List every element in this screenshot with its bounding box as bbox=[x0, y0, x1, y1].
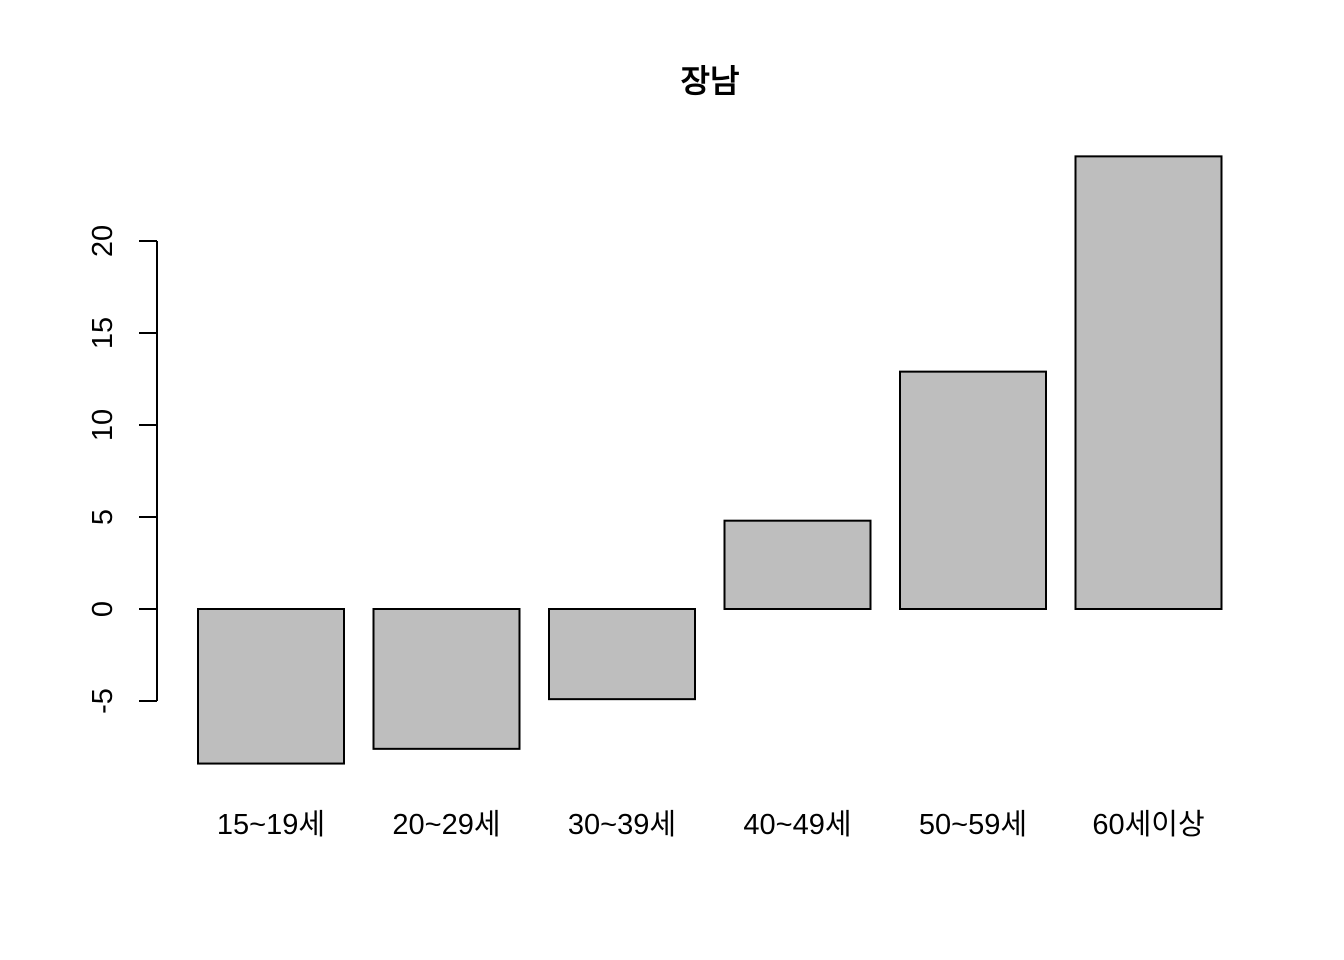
x-category-label: 20~29세 bbox=[392, 809, 500, 841]
y-tick-label: -5 bbox=[87, 688, 119, 714]
y-tick-label: 10 bbox=[87, 409, 119, 441]
y-tick-label: 5 bbox=[87, 509, 119, 525]
x-category-label: 60세이상 bbox=[1092, 809, 1204, 841]
x-category-label: 40~49세 bbox=[743, 809, 851, 841]
x-category-label: 30~39세 bbox=[568, 809, 676, 841]
y-tick-label: 15 bbox=[87, 317, 119, 349]
bar bbox=[197, 608, 345, 765]
bars bbox=[197, 155, 1223, 765]
y-axis: -5 0 5 10 15 20 bbox=[87, 225, 158, 714]
bar bbox=[372, 608, 521, 750]
x-category-label: 15~19세 bbox=[217, 809, 325, 841]
y-tick-label: 20 bbox=[87, 225, 119, 257]
x-category-label: 50~59세 bbox=[919, 809, 1027, 841]
chart-title: 장남 bbox=[681, 62, 740, 100]
x-axis-labels: 15~19세 20~29세 30~39세 40~49세 50~59세 60세이상 bbox=[217, 809, 1205, 841]
bar bbox=[548, 608, 696, 701]
y-tick-label: 0 bbox=[87, 601, 119, 617]
bar bbox=[899, 370, 1047, 611]
bar bbox=[1074, 155, 1223, 611]
bar bbox=[723, 519, 872, 610]
